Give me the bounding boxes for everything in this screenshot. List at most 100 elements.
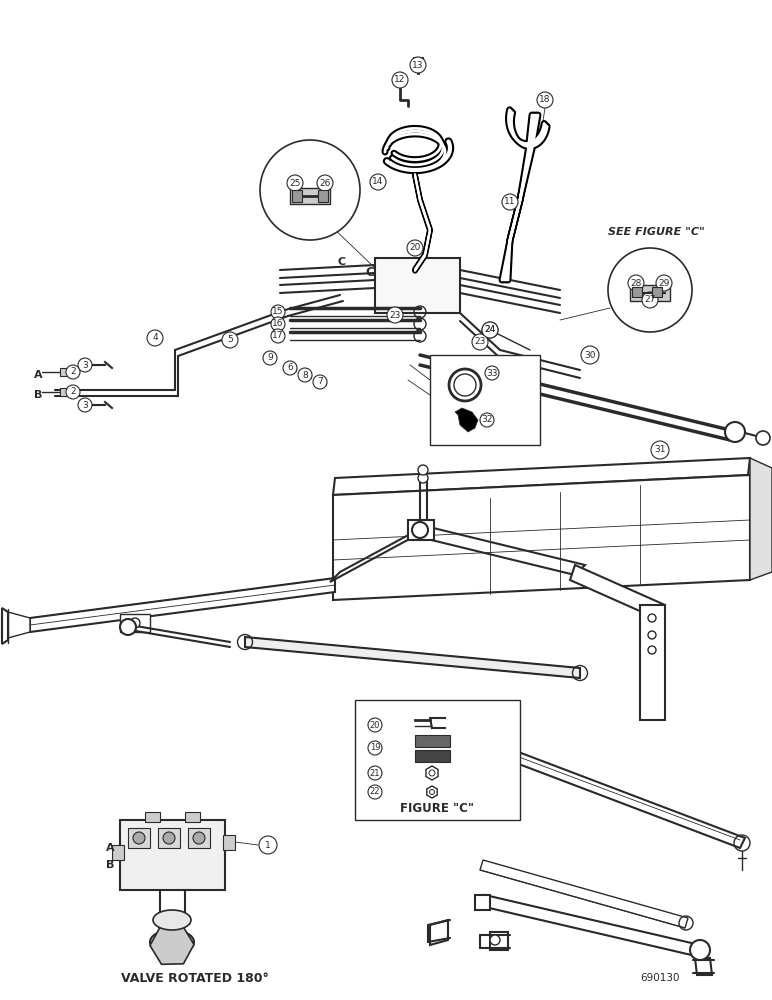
Circle shape	[78, 398, 92, 412]
Circle shape	[163, 832, 175, 844]
Text: 24: 24	[484, 326, 496, 334]
Polygon shape	[455, 408, 478, 432]
Circle shape	[642, 292, 658, 308]
Circle shape	[756, 431, 770, 445]
Circle shape	[490, 935, 500, 945]
Text: 32: 32	[481, 416, 493, 424]
Text: A: A	[106, 843, 114, 853]
Circle shape	[260, 140, 360, 240]
Circle shape	[482, 322, 498, 338]
Circle shape	[193, 832, 205, 844]
Circle shape	[287, 175, 303, 191]
Polygon shape	[2, 608, 8, 644]
Circle shape	[392, 72, 408, 88]
Circle shape	[370, 174, 386, 190]
Polygon shape	[495, 745, 745, 848]
Bar	[145, 812, 160, 822]
Text: A: A	[34, 370, 42, 380]
Circle shape	[608, 248, 692, 332]
Circle shape	[368, 718, 382, 732]
Text: 23: 23	[389, 310, 401, 320]
Circle shape	[317, 175, 333, 191]
Bar	[185, 812, 200, 822]
Text: 25: 25	[290, 178, 300, 188]
Text: 30: 30	[584, 351, 596, 360]
Circle shape	[263, 351, 277, 365]
Circle shape	[690, 940, 710, 960]
Text: 12: 12	[394, 76, 406, 85]
Circle shape	[147, 330, 163, 346]
Polygon shape	[8, 612, 30, 638]
Bar	[415, 750, 450, 762]
Circle shape	[651, 441, 669, 459]
Polygon shape	[570, 565, 665, 620]
Bar	[120, 614, 150, 632]
Circle shape	[628, 275, 644, 291]
Circle shape	[485, 366, 499, 380]
Bar	[430, 355, 540, 445]
Circle shape	[271, 305, 285, 319]
Text: SEE FIGURE "C": SEE FIGURE "C"	[608, 227, 705, 237]
Bar	[318, 190, 328, 202]
Text: FIGURE "C": FIGURE "C"	[400, 802, 474, 814]
Text: C: C	[365, 265, 374, 278]
Text: 20: 20	[370, 720, 381, 730]
Circle shape	[412, 522, 428, 538]
Polygon shape	[415, 526, 585, 575]
Circle shape	[480, 413, 494, 427]
Polygon shape	[640, 605, 665, 720]
Text: 2: 2	[70, 387, 76, 396]
Text: 22: 22	[370, 788, 381, 796]
Bar	[299, 372, 311, 378]
Polygon shape	[480, 860, 688, 928]
Circle shape	[222, 332, 238, 348]
Bar	[413, 57, 423, 63]
Text: 16: 16	[273, 320, 284, 328]
Polygon shape	[30, 578, 335, 632]
Text: B: B	[106, 860, 114, 870]
Text: 15: 15	[273, 308, 284, 316]
Text: VALVE ROTATED 180°: VALVE ROTATED 180°	[121, 972, 269, 984]
Text: 21: 21	[370, 768, 381, 778]
Polygon shape	[695, 958, 712, 975]
Text: 14: 14	[372, 178, 384, 186]
Text: B: B	[34, 390, 42, 400]
Circle shape	[537, 92, 553, 108]
Bar	[375, 258, 460, 313]
Bar	[158, 828, 180, 848]
Bar	[60, 368, 70, 376]
Text: 27: 27	[645, 296, 655, 304]
Circle shape	[418, 465, 428, 475]
Circle shape	[581, 346, 599, 364]
Circle shape	[130, 618, 140, 628]
Bar	[408, 520, 434, 540]
Circle shape	[259, 836, 277, 854]
Circle shape	[368, 741, 382, 755]
Circle shape	[648, 614, 656, 622]
Circle shape	[648, 631, 656, 639]
Text: 5: 5	[227, 336, 233, 344]
Polygon shape	[750, 458, 772, 580]
Polygon shape	[330, 526, 425, 582]
Text: 2: 2	[70, 367, 76, 376]
Text: 6: 6	[287, 363, 293, 372]
Text: 690130: 690130	[640, 973, 680, 983]
Text: 18: 18	[540, 96, 550, 104]
Text: 3: 3	[82, 400, 88, 410]
Circle shape	[66, 385, 80, 399]
Circle shape	[298, 368, 312, 382]
Polygon shape	[333, 458, 750, 495]
Polygon shape	[490, 932, 508, 950]
Ellipse shape	[150, 930, 194, 954]
Text: 29: 29	[659, 278, 669, 288]
Polygon shape	[333, 475, 750, 600]
Polygon shape	[430, 920, 448, 945]
Circle shape	[283, 361, 297, 375]
Text: 19: 19	[370, 744, 381, 752]
Bar	[284, 365, 296, 371]
Polygon shape	[475, 895, 490, 910]
Circle shape	[407, 240, 423, 256]
Text: 24: 24	[484, 326, 496, 334]
Text: 11: 11	[504, 198, 516, 207]
Circle shape	[725, 422, 745, 442]
